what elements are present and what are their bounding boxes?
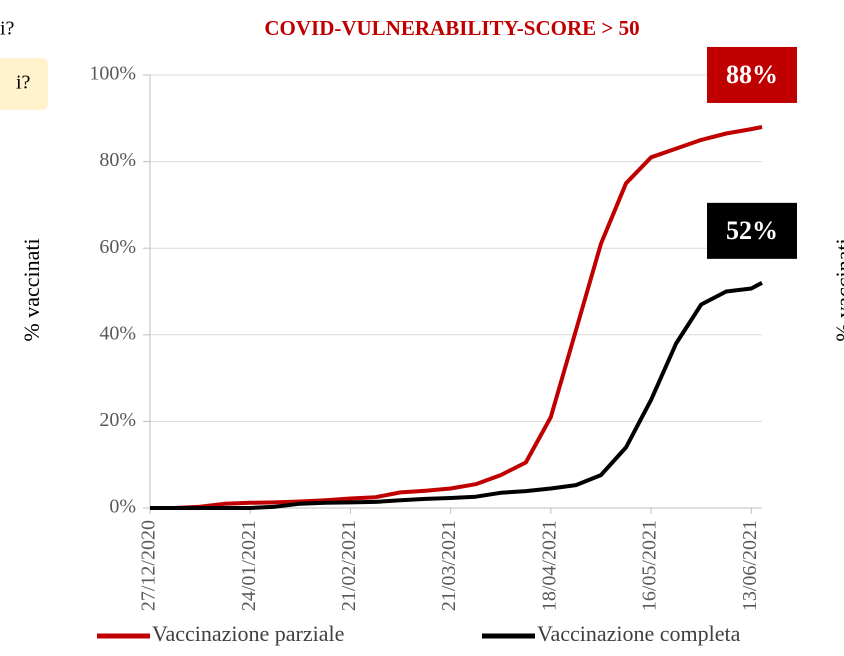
x-tick-label: 21/02/2021 xyxy=(338,520,360,611)
legend-label: Vaccinazione completa xyxy=(537,621,741,646)
x-tick-label: 21/03/2021 xyxy=(438,520,460,611)
value-label: 52% xyxy=(726,216,778,245)
cropped-text: i? xyxy=(16,72,31,94)
x-tick-label: 13/06/2021 xyxy=(739,520,761,611)
y-tick-label: 100% xyxy=(89,63,136,85)
y-tick-label: 20% xyxy=(99,409,136,431)
value-label-box xyxy=(707,46,797,103)
x-tick-label: 27/12/2020 xyxy=(138,520,160,611)
y-axis-label: % vaccinati xyxy=(19,238,44,341)
x-tick-label: 24/01/2021 xyxy=(238,520,260,611)
cropped-text: i? xyxy=(0,18,15,40)
cropped-box xyxy=(0,58,48,110)
chart-title: COVID-VULNERABILITY-SCORE > 50 xyxy=(264,16,639,40)
series-line xyxy=(150,281,763,510)
x-tick-label: 16/05/2021 xyxy=(639,520,661,611)
y-tick-label: 80% xyxy=(99,149,136,171)
value-label-box xyxy=(707,202,797,259)
series-line xyxy=(150,125,763,510)
x-tick-label: 18/04/2021 xyxy=(538,520,560,611)
value-label: 88% xyxy=(726,60,778,89)
cropped-axis-label: % vaccinati xyxy=(831,238,844,341)
y-tick-label: 0% xyxy=(109,496,136,518)
legend-label: Vaccinazione parziale xyxy=(152,621,344,646)
y-tick-label: 40% xyxy=(99,322,136,344)
y-tick-label: 60% xyxy=(99,236,136,258)
